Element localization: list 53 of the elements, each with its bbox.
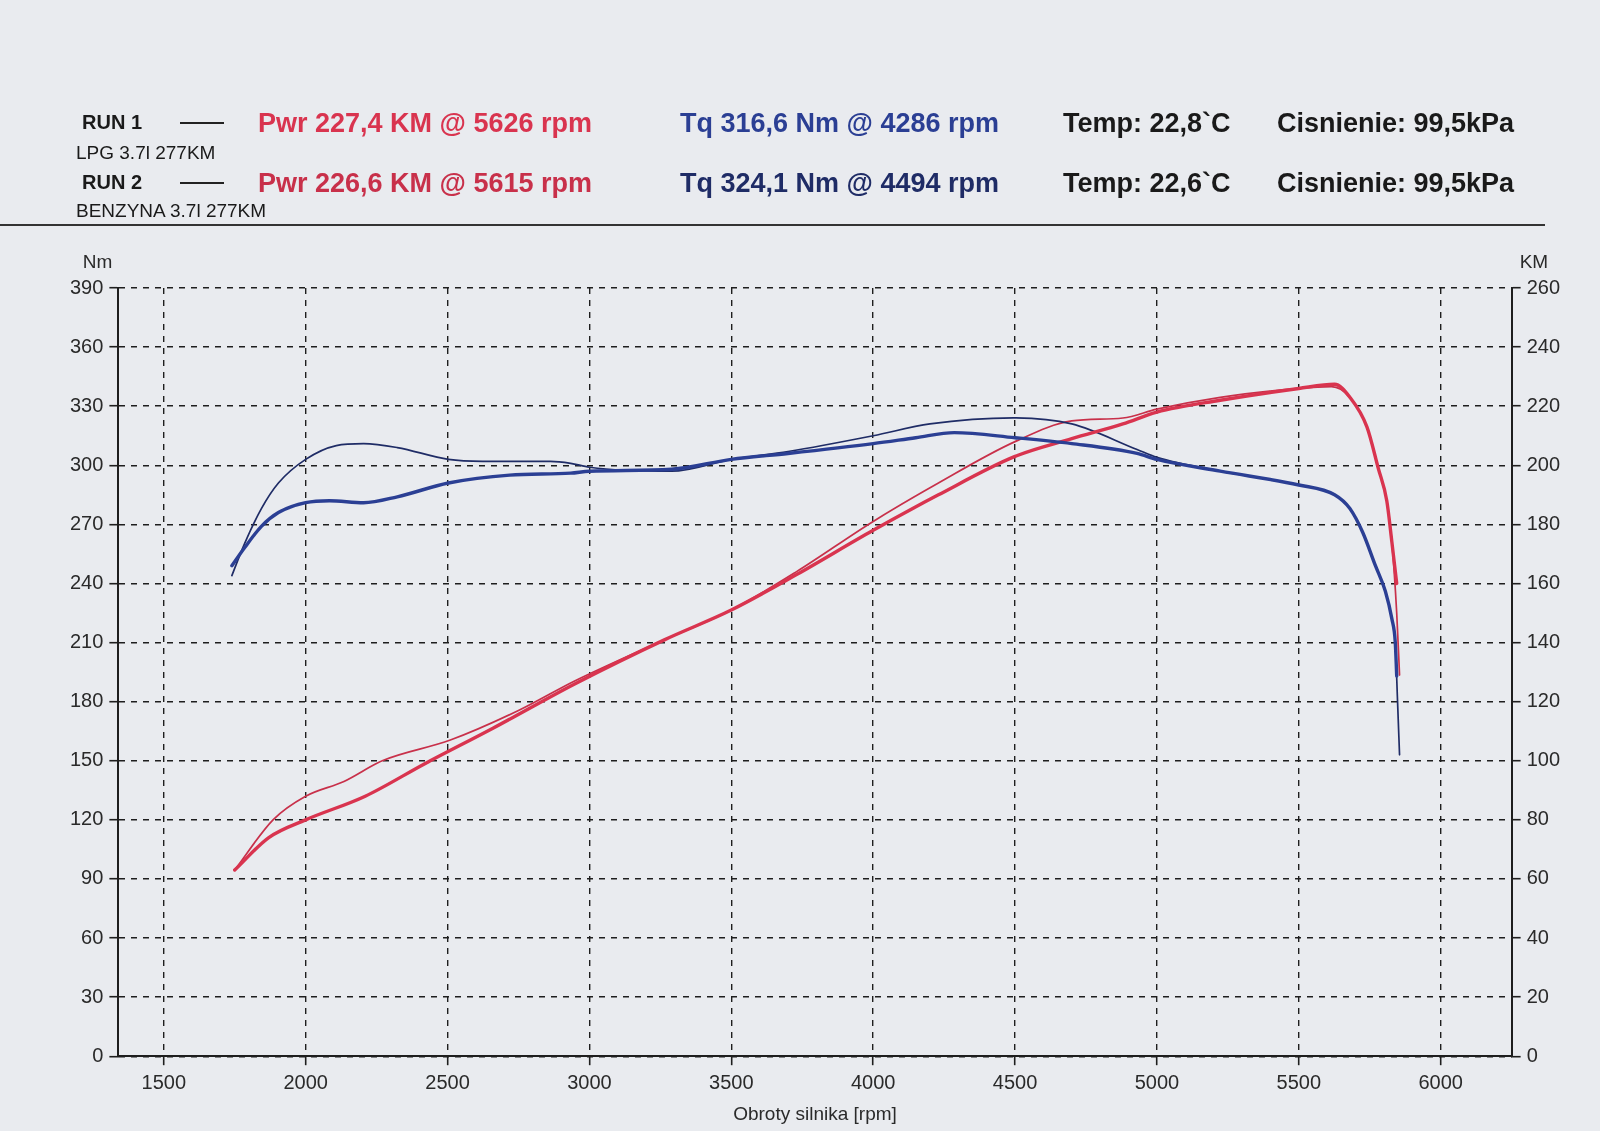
x-tick-label: 4500 bbox=[992, 1070, 1038, 1093]
text: Tq 324,1 Nm @ 4494 rpm bbox=[680, 168, 999, 200]
y-tick-label: 210 bbox=[69, 630, 104, 653]
y2-tick-label: 160 bbox=[1526, 570, 1561, 593]
y2-tick-label: 120 bbox=[1526, 689, 1561, 712]
text: Pwr 227,4 KM @ 5626 rpm bbox=[258, 108, 592, 140]
y-tick-label: 330 bbox=[69, 393, 104, 416]
text: LPG 3.7l 277KM bbox=[76, 142, 216, 164]
y-tick-label: 300 bbox=[69, 452, 104, 475]
y2-axis-title: KM bbox=[1519, 250, 1549, 272]
y-tick-label: 390 bbox=[69, 275, 104, 298]
x-tick-label: 5500 bbox=[1276, 1070, 1322, 1093]
y-tick-label: 360 bbox=[69, 334, 104, 357]
y2-tick-label: 240 bbox=[1526, 334, 1561, 357]
y2-tick-label: 200 bbox=[1526, 452, 1561, 475]
text: Cisnienie: 99,5kPa bbox=[1277, 168, 1515, 200]
y-tick-label: 150 bbox=[69, 748, 104, 771]
text: RUN 2 bbox=[82, 171, 143, 194]
x-tick-label: 1500 bbox=[141, 1070, 187, 1093]
x-tick-label: 2000 bbox=[283, 1070, 328, 1093]
y-tick-label: 240 bbox=[69, 570, 104, 593]
text: Tq 316,6 Nm @ 4286 rpm bbox=[680, 108, 999, 140]
x-tick-label: 2500 bbox=[425, 1070, 470, 1093]
y2-tick-label: 60 bbox=[1526, 866, 1549, 889]
x-tick-label: 3000 bbox=[567, 1070, 612, 1093]
text: Cisnienie: 99,5kPa bbox=[1277, 108, 1515, 140]
text: Pwr 226,6 KM @ 5615 rpm bbox=[258, 168, 592, 200]
y-tick-label: 90 bbox=[81, 866, 104, 889]
text: RUN 1 bbox=[82, 111, 143, 134]
y-axis-title: Nm bbox=[82, 250, 113, 272]
x-axis-title: Obroty silnika [rpm] bbox=[733, 1102, 897, 1124]
y-tick-label: 30 bbox=[81, 984, 104, 1007]
y2-tick-label: 80 bbox=[1526, 807, 1549, 830]
text: BENZYNA 3.7l 277KM bbox=[76, 200, 267, 222]
y-tick-label: 60 bbox=[81, 925, 104, 948]
y2-tick-label: 180 bbox=[1526, 511, 1561, 534]
x-tick-label: 6000 bbox=[1418, 1070, 1463, 1093]
text: Temp: 22,8`C bbox=[1063, 108, 1231, 140]
text: Temp: 22,6`C bbox=[1063, 168, 1231, 200]
y2-tick-label: 260 bbox=[1526, 275, 1561, 298]
y2-tick-label: 140 bbox=[1526, 630, 1561, 653]
x-tick-label: 5000 bbox=[1134, 1070, 1180, 1093]
x-tick-label: 4000 bbox=[850, 1070, 896, 1093]
y-tick-label: 270 bbox=[69, 511, 104, 534]
y2-tick-label: 40 bbox=[1526, 925, 1549, 948]
y2-tick-label: 0 bbox=[1526, 1043, 1538, 1066]
y-tick-label: 180 bbox=[69, 689, 104, 712]
y2-tick-label: 220 bbox=[1526, 393, 1561, 416]
y2-tick-label: 100 bbox=[1526, 748, 1561, 771]
y-tick-label: 0 bbox=[92, 1043, 104, 1066]
x-tick-label: 3500 bbox=[709, 1070, 754, 1093]
y-tick-label: 120 bbox=[69, 807, 104, 830]
y2-tick-label: 20 bbox=[1526, 984, 1549, 1007]
